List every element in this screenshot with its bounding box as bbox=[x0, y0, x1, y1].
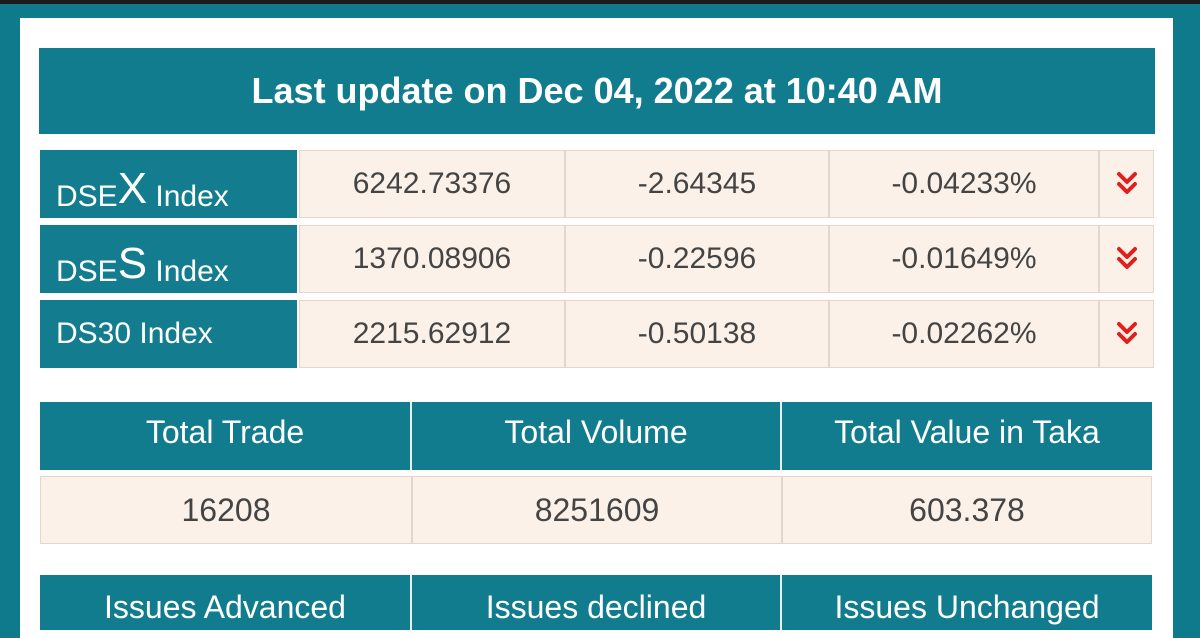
issues-table: Issues Advanced Issues declined Issues U… bbox=[40, 575, 1152, 630]
index-change: -0.50138 bbox=[565, 300, 829, 368]
index-name-dsex: DSE X Index bbox=[40, 150, 297, 218]
totals-header-value: Total Value in Taka bbox=[782, 402, 1152, 470]
index-percent: -0.04233% bbox=[829, 150, 1099, 218]
totals-header-volume: Total Volume bbox=[412, 402, 782, 470]
index-suffix: Index bbox=[147, 180, 229, 213]
down-arrow-icon bbox=[1099, 150, 1154, 218]
totals-table: Total Trade Total Volume Total Value in … bbox=[40, 402, 1152, 546]
index-value: 1370.08906 bbox=[299, 225, 565, 293]
last-update-text: Last update on Dec 04, 2022 at 10:40 AM bbox=[251, 70, 943, 111]
total-volume-value: 8251609 bbox=[412, 476, 782, 544]
top-edge-bar bbox=[0, 0, 1200, 4]
index-letter: X bbox=[117, 164, 148, 213]
index-letter: S bbox=[117, 239, 148, 288]
index-row-dsex[interactable]: DSE X Index 6242.73376 -2.64345 -0.04233% bbox=[40, 150, 1154, 218]
down-arrow-icon bbox=[1099, 225, 1154, 293]
index-value: 6242.73376 bbox=[299, 150, 565, 218]
totals-header-trade: Total Trade bbox=[40, 402, 412, 470]
index-label: DS30 Index bbox=[56, 317, 213, 350]
index-prefix: DSE bbox=[56, 180, 118, 213]
index-row-dses[interactable]: DSE S Index 1370.08906 -0.22596 -0.01649% bbox=[40, 225, 1154, 293]
index-name-dses: DSE S Index bbox=[40, 225, 297, 293]
index-prefix: DSE bbox=[56, 255, 118, 288]
index-suffix: Index bbox=[147, 255, 229, 288]
index-change: -0.22596 bbox=[565, 225, 829, 293]
issues-header-declined: Issues declined bbox=[412, 575, 782, 630]
index-name-ds30: DS30 Index bbox=[40, 300, 297, 368]
total-value-taka: 603.378 bbox=[782, 476, 1152, 544]
total-trade-value: 16208 bbox=[40, 476, 412, 544]
issues-header-advanced: Issues Advanced bbox=[40, 575, 412, 630]
down-arrow-icon bbox=[1099, 300, 1154, 368]
index-value: 2215.62912 bbox=[299, 300, 565, 368]
index-percent: -0.02262% bbox=[829, 300, 1099, 368]
index-row-ds30[interactable]: DS30 Index 2215.62912 -0.50138 -0.02262% bbox=[40, 300, 1154, 368]
last-update-banner: Last update on Dec 04, 2022 at 10:40 AM bbox=[39, 48, 1155, 134]
index-percent: -0.01649% bbox=[829, 225, 1099, 293]
issues-header-unchanged: Issues Unchanged bbox=[782, 575, 1152, 630]
index-change: -2.64345 bbox=[565, 150, 829, 218]
